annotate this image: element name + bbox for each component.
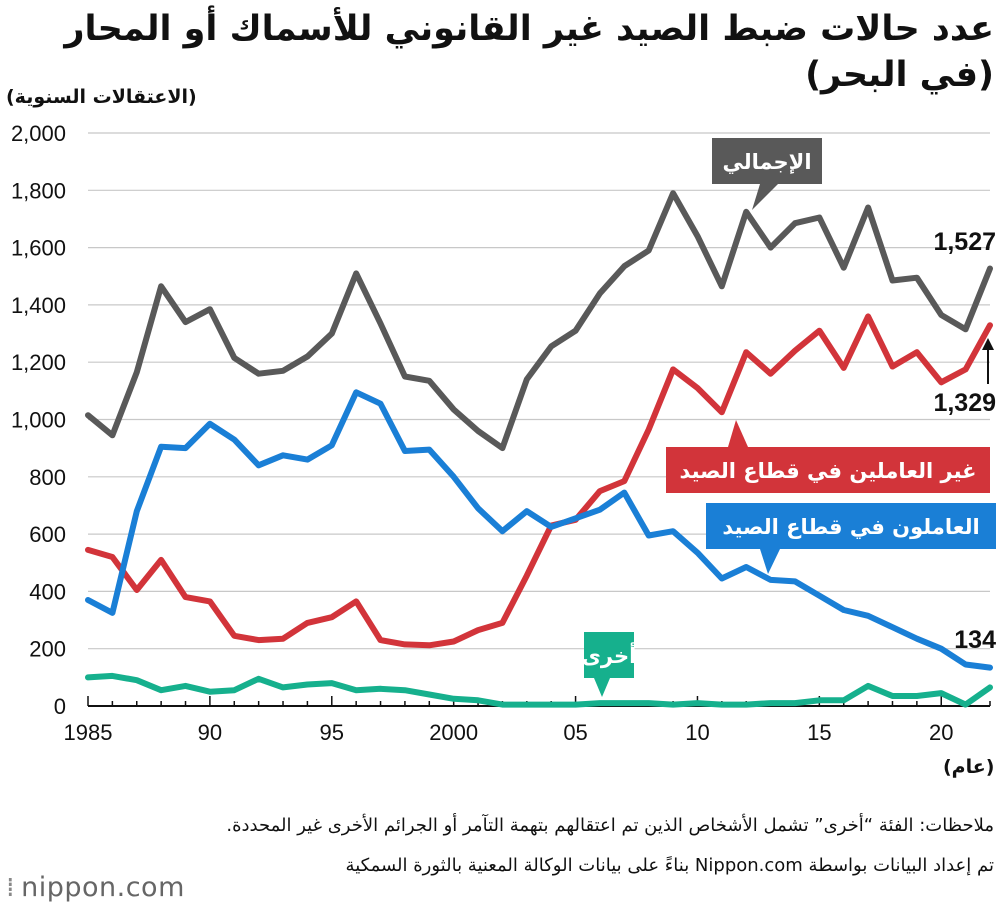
- y-tick-label: 1,800: [11, 178, 66, 203]
- y-tick-label: 1,200: [11, 350, 66, 375]
- x-tick-label: 20: [929, 720, 953, 745]
- x-tick-label: 05: [563, 720, 587, 745]
- y-tick-label: 400: [29, 579, 66, 604]
- series-line-0: [85, 190, 993, 452]
- x-tick-label: 15: [807, 720, 831, 745]
- x-tick-label: 10: [685, 720, 709, 745]
- series-line-2: [85, 389, 993, 671]
- series-label-box: [584, 632, 634, 678]
- series-label: أخرى: [582, 641, 637, 668]
- series-label-pointer: [752, 184, 778, 210]
- series-labels: الإجمالي غير العاملين في قطاع الصيد العامل…: [582, 138, 996, 697]
- series-line-3: [85, 672, 993, 708]
- y-tick-label: 1,400: [11, 293, 66, 318]
- y-tick-label: 800: [29, 465, 66, 490]
- y-tick-label: 2,000: [11, 121, 66, 146]
- series-label-pointer: [594, 678, 610, 697]
- series-label: الإجمالي: [722, 150, 811, 174]
- chart-title: عدد حالات ضبط الصيد غير القانوني للأسماك…: [64, 9, 994, 95]
- x-tick-label: 1985: [64, 720, 113, 745]
- x-tick-label: 95: [320, 720, 344, 745]
- series-label: غير العاملين في قطاع الصيد: [679, 459, 976, 483]
- nippon-logo-icon: ⁞: [6, 872, 16, 903]
- x-axis-unit-label: (عام): [943, 756, 995, 778]
- gridlines: [88, 132, 990, 650]
- y-tick-label: 600: [29, 522, 66, 547]
- y-axis-ticks: 0 200 400 600 800 1,000 1,200 1,400 1,600 1,800 2,…: [11, 121, 66, 719]
- end-label-fishery: 134: [954, 626, 996, 654]
- y-tick-label: 1,600: [11, 236, 66, 261]
- x-tick-label: 2000: [429, 720, 478, 745]
- series-label: العاملون في قطاع الصيد: [722, 515, 979, 539]
- end-value-labels: 1,527 1,329 134: [933, 228, 996, 654]
- end-label-non-fishery: 1,329: [933, 389, 996, 417]
- series-line-1: [85, 313, 993, 649]
- nippon-logo: ⁞ nippon.com: [6, 872, 185, 903]
- end-label-total: 1,527: [933, 228, 996, 256]
- end-label-arrowhead: [982, 338, 994, 350]
- x-tick-label: 90: [198, 720, 222, 745]
- y-tick-label: 1,000: [11, 408, 66, 433]
- series-label-pointer: [728, 420, 748, 447]
- series-lines: [85, 190, 993, 708]
- logo-text: nippon.com: [21, 872, 185, 903]
- series-label-box: [706, 503, 996, 549]
- series-label-pointer: [760, 549, 780, 574]
- series-label-box: [712, 138, 822, 184]
- y-tick-label: 200: [29, 637, 66, 662]
- y-axis-unit-label: (الاعتقالات السنوية): [6, 86, 197, 108]
- footnote: ملاحظات: الفئة “أخرى” تشمل الأشخاص الذين…: [226, 815, 994, 836]
- y-tick-label: 0: [54, 694, 66, 719]
- series-label-box: [666, 447, 990, 493]
- source-note: تم إعداد البيانات بواسطة Nippon.com بناء…: [345, 855, 994, 876]
